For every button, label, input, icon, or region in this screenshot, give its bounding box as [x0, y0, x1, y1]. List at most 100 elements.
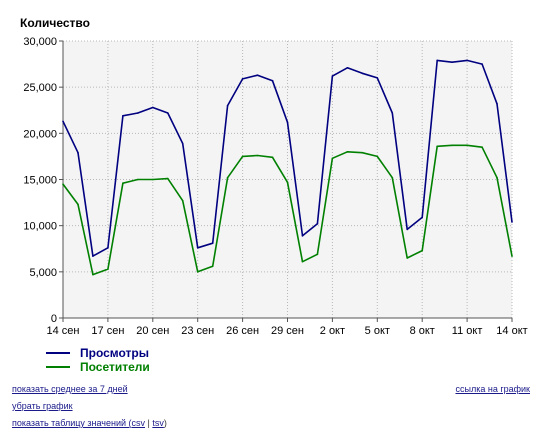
data-point-views — [376, 77, 379, 79]
data-point-views — [421, 216, 424, 219]
data-point-visitors — [196, 271, 199, 273]
chart-link-wrap: ссылка на график — [455, 384, 530, 394]
x-tick-label: 11 окт — [452, 325, 483, 337]
data-point-views — [196, 247, 199, 249]
data-point-visitors — [286, 181, 289, 184]
tsv-link[interactable]: tsv — [152, 418, 164, 428]
data-point-views — [436, 59, 438, 62]
data-point-views — [92, 255, 94, 257]
data-point-visitors — [181, 199, 184, 202]
y-tick-label: 5,000 — [29, 267, 57, 279]
x-tick-label: 17 сен — [91, 325, 124, 337]
data-point-views — [122, 114, 124, 117]
data-point-views — [62, 120, 64, 123]
data-point-views — [226, 104, 229, 107]
y-tick-label: 10,000 — [23, 221, 57, 233]
y-tick-label: 15,000 — [23, 175, 57, 187]
data-point-visitors — [496, 176, 498, 179]
data-point-views — [511, 221, 513, 223]
x-tick-label: 5 окт — [365, 325, 390, 337]
remove-chart-link-wrap: убрать график — [12, 401, 73, 411]
data-point-visitors — [137, 178, 139, 181]
data-point-visitors — [466, 144, 468, 147]
x-tick-label: 26 сен — [226, 325, 259, 337]
data-point-visitors — [271, 156, 274, 159]
data-point-views — [241, 78, 244, 80]
data-point-views — [301, 235, 304, 237]
show-7day-average-link-wrap: показать среднее за 7 дней — [12, 384, 128, 394]
data-point-visitors — [481, 146, 483, 148]
data-point-visitors — [436, 145, 438, 148]
y-tick-label: 25,000 — [23, 82, 57, 94]
data-point-views — [346, 66, 349, 69]
data-point-views — [451, 61, 453, 64]
x-tick-label: 14 окт — [496, 325, 527, 337]
table-suffix: ) — [163, 418, 167, 428]
data-point-visitors — [511, 255, 513, 257]
y-tick-label: 20,000 — [23, 128, 57, 140]
data-point-visitors — [346, 151, 349, 153]
data-point-visitors — [361, 151, 364, 154]
data-point-views — [256, 74, 259, 76]
data-point-visitors — [226, 176, 229, 179]
data-point-views — [466, 59, 468, 62]
data-point-views — [211, 242, 214, 245]
data-point-visitors — [376, 155, 379, 158]
data-point-visitors — [331, 157, 334, 160]
data-point-visitors — [122, 182, 124, 184]
show-7day-average-link[interactable]: показать среднее за 7 дней — [12, 384, 128, 394]
x-tick-label: 2 окт — [320, 325, 345, 337]
data-point-visitors — [316, 253, 319, 256]
data-point-visitors — [406, 257, 409, 259]
data-point-views — [406, 228, 409, 231]
data-point-views — [271, 79, 274, 82]
x-tick-label: 8 окт — [410, 325, 435, 337]
data-point-visitors — [256, 154, 259, 157]
y-tick-label: 30,000 — [23, 36, 57, 48]
show-table-links: показать таблицу значений (csv | tsv) — [12, 418, 167, 428]
legend-item-visitors: Посетители — [46, 360, 150, 374]
data-point-views — [316, 223, 319, 225]
legend-label-views: Просмотры — [80, 346, 150, 360]
data-point-views — [496, 102, 498, 105]
csv-link[interactable]: csv — [131, 418, 146, 428]
show-table-link[interactable]: показать таблицу значений ( — [12, 418, 132, 428]
data-point-views — [391, 112, 394, 114]
data-point-visitors — [166, 177, 169, 180]
data-point-visitors — [152, 178, 154, 181]
legend-item-views: Просмотры — [46, 346, 150, 360]
data-point-visitors — [62, 183, 64, 185]
y-axis-title: Количество — [20, 16, 90, 30]
legend-swatch-visitors — [46, 366, 70, 368]
remove-chart-link[interactable]: убрать график — [12, 401, 73, 411]
x-tick-label: 20 сен — [136, 325, 169, 337]
data-point-views — [481, 63, 483, 65]
data-point-views — [107, 247, 109, 249]
legend-swatch-views — [46, 352, 70, 354]
data-point-views — [181, 142, 184, 145]
data-point-views — [286, 121, 289, 124]
x-tick-label: 29 сен — [271, 325, 304, 337]
legend-label-visitors: Посетители — [80, 360, 150, 374]
link-separator: | — [145, 418, 153, 428]
chart-legend: Просмотры Посетители — [46, 346, 150, 374]
data-point-visitors — [241, 155, 244, 158]
data-point-visitors — [211, 265, 214, 268]
data-point-visitors — [77, 203, 79, 206]
data-point-views — [137, 112, 139, 114]
data-point-visitors — [451, 144, 453, 147]
data-point-visitors — [107, 268, 109, 270]
x-tick-label: 23 сен — [181, 325, 214, 337]
x-tick-label: 14 сен — [47, 325, 80, 337]
data-point-visitors — [421, 249, 424, 252]
chart-url-link[interactable]: ссылка на график — [455, 384, 530, 394]
y-tick-label: 0 — [51, 313, 57, 325]
data-point-views — [77, 151, 79, 154]
data-point-views — [152, 106, 154, 109]
data-point-views — [361, 72, 364, 75]
data-point-visitors — [391, 176, 394, 179]
data-point-visitors — [92, 273, 94, 276]
data-point-views — [331, 75, 334, 77]
data-point-views — [166, 112, 169, 114]
